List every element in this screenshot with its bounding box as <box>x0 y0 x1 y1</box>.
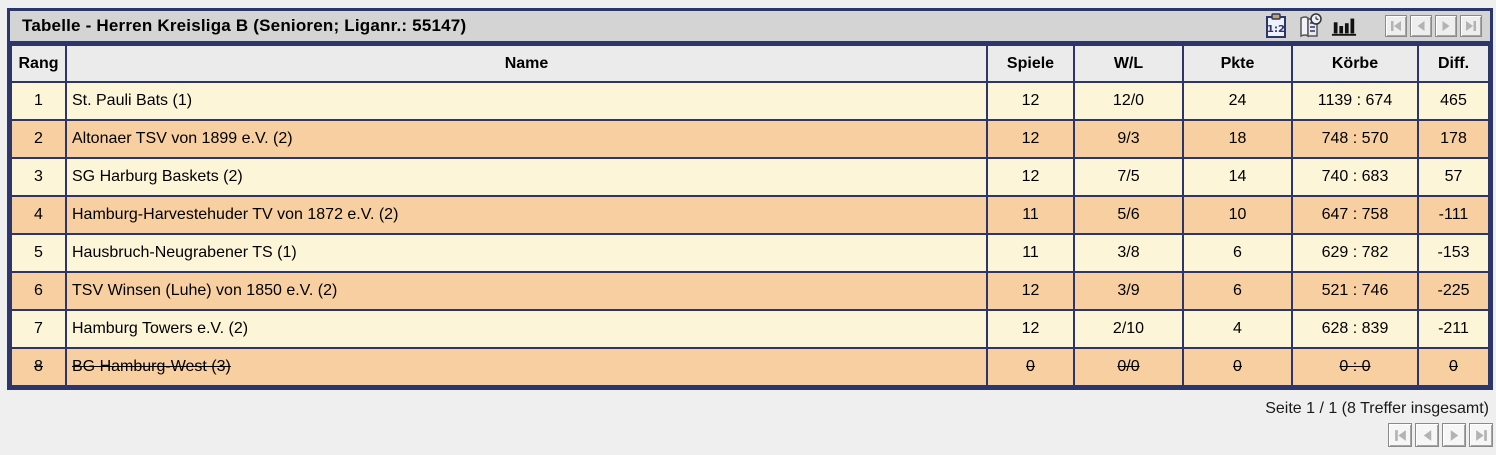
rank-cell: 1 <box>10 81 67 121</box>
last-page-button[interactable] <box>1469 423 1493 447</box>
points-cell: 0 <box>1182 347 1293 387</box>
games-cell: 12 <box>986 81 1075 121</box>
statistics-icon[interactable] <box>1331 13 1357 39</box>
diff-cell: -111 <box>1417 195 1490 235</box>
win-loss-cell: 7/5 <box>1073 157 1184 197</box>
team-name-cell[interactable]: Hamburg-Harvestehuder TV von 1872 e.V. (… <box>65 195 988 235</box>
diff-cell: 178 <box>1417 119 1490 159</box>
baskets-cell: 748 : 570 <box>1291 119 1419 159</box>
baskets-cell: 628 : 839 <box>1291 309 1419 349</box>
games-cell: 12 <box>986 309 1075 349</box>
footer: Seite 1 / 1 (8 Treffer insgesamt) <box>7 400 1493 447</box>
baskets-cell: 521 : 746 <box>1291 271 1419 311</box>
standings-table: Rang Name Spiele W/L Pkte Körbe Diff. 1 … <box>10 44 1490 387</box>
toolbar: 1:2 <box>1263 13 1357 39</box>
points-cell: 24 <box>1182 81 1293 121</box>
team-name-cell[interactable]: Hausbruch-Neugrabener TS (1) <box>65 233 988 273</box>
table-row: 2 Altonaer TSV von 1899 e.V. (2) 12 9/3 … <box>10 119 1490 159</box>
team-name-cell[interactable]: BG Hamburg-West (3) <box>65 347 988 387</box>
games-cell: 12 <box>986 157 1075 197</box>
baskets-cell: 647 : 758 <box>1291 195 1419 235</box>
games-cell: 12 <box>986 119 1075 159</box>
first-page-button[interactable] <box>1385 15 1407 37</box>
first-page-button[interactable] <box>1388 423 1412 447</box>
page-title: Tabelle - Herren Kreisliga B (Senioren; … <box>22 16 467 35</box>
prev-page-button[interactable] <box>1410 15 1432 37</box>
points-cell: 4 <box>1182 309 1293 349</box>
table-body: 1 St. Pauli Bats (1) 12 12/0 24 1139 : 6… <box>10 81 1490 387</box>
games-cell: 11 <box>986 195 1075 235</box>
rank-cell: 8 <box>10 347 67 387</box>
win-loss-cell: 5/6 <box>1073 195 1184 235</box>
bottom-pagination <box>1388 423 1493 447</box>
col-header-diff: Diff. <box>1417 44 1490 83</box>
games-cell: 12 <box>986 271 1075 311</box>
rank-cell: 7 <box>10 309 67 349</box>
rank-cell: 2 <box>10 119 67 159</box>
rank-cell: 4 <box>10 195 67 235</box>
diff-cell: -153 <box>1417 233 1490 273</box>
points-cell: 18 <box>1182 119 1293 159</box>
prev-page-button[interactable] <box>1415 423 1439 447</box>
points-cell: 6 <box>1182 271 1293 311</box>
next-page-button[interactable] <box>1442 423 1466 447</box>
team-name-cell[interactable]: Altonaer TSV von 1899 e.V. (2) <box>65 119 988 159</box>
diff-cell: 465 <box>1417 81 1490 121</box>
baskets-cell: 629 : 782 <box>1291 233 1419 273</box>
titlebar: Tabelle - Herren Kreisliga B (Senioren; … <box>10 11 1490 44</box>
win-loss-cell: 9/3 <box>1073 119 1184 159</box>
team-name-cell[interactable]: Hamburg Towers e.V. (2) <box>65 309 988 349</box>
col-header-spiele: Spiele <box>986 44 1075 83</box>
points-cell: 14 <box>1182 157 1293 197</box>
baskets-cell: 0 : 0 <box>1291 347 1419 387</box>
col-header-rang: Rang <box>10 44 67 83</box>
baskets-cell: 1139 : 674 <box>1291 81 1419 121</box>
col-header-koerbe: Körbe <box>1291 44 1419 83</box>
win-loss-cell: 12/0 <box>1073 81 1184 121</box>
rank-cell: 6 <box>10 271 67 311</box>
team-name-cell[interactable]: St. Pauli Bats (1) <box>65 81 988 121</box>
win-loss-cell: 3/9 <box>1073 271 1184 311</box>
rank-cell: 3 <box>10 157 67 197</box>
diff-cell: 0 <box>1417 347 1490 387</box>
baskets-cell: 740 : 683 <box>1291 157 1419 197</box>
table-row: 4 Hamburg-Harvestehuder TV von 1872 e.V.… <box>10 195 1490 235</box>
win-loss-cell: 2/10 <box>1073 309 1184 349</box>
table-row: 8 BG Hamburg-West (3) 0 0/0 0 0 : 0 0 <box>10 347 1490 387</box>
points-cell: 6 <box>1182 233 1293 273</box>
team-name-cell[interactable]: SG Harburg Baskets (2) <box>65 157 988 197</box>
table-row: 5 Hausbruch-Neugrabener TS (1) 11 3/8 6 … <box>10 233 1490 273</box>
results-icon[interactable]: 1:2 <box>1263 13 1289 39</box>
table-row: 3 SG Harburg Baskets (2) 12 7/5 14 740 :… <box>10 157 1490 197</box>
diff-cell: -211 <box>1417 309 1490 349</box>
schedule-icon[interactable] <box>1297 13 1323 39</box>
page-info: Seite 1 / 1 (8 Treffer insgesamt) <box>1265 400 1489 417</box>
team-name-cell[interactable]: TSV Winsen (Luhe) von 1850 e.V. (2) <box>65 271 988 311</box>
table-row: 7 Hamburg Towers e.V. (2) 12 2/10 4 628 … <box>10 309 1490 349</box>
last-page-button[interactable] <box>1460 15 1482 37</box>
table-row: 6 TSV Winsen (Luhe) von 1850 e.V. (2) 12… <box>10 271 1490 311</box>
col-header-name: Name <box>65 44 988 83</box>
win-loss-cell: 3/8 <box>1073 233 1184 273</box>
col-header-wl: W/L <box>1073 44 1184 83</box>
win-loss-cell: 0/0 <box>1073 347 1184 387</box>
diff-cell: -225 <box>1417 271 1490 311</box>
diff-cell: 57 <box>1417 157 1490 197</box>
top-pagination <box>1385 15 1482 37</box>
games-cell: 11 <box>986 233 1075 273</box>
table-row: 1 St. Pauli Bats (1) 12 12/0 24 1139 : 6… <box>10 81 1490 121</box>
col-header-pkte: Pkte <box>1182 44 1293 83</box>
next-page-button[interactable] <box>1435 15 1457 37</box>
points-cell: 10 <box>1182 195 1293 235</box>
rank-cell: 5 <box>10 233 67 273</box>
games-cell: 0 <box>986 347 1075 387</box>
svg-text:1:2: 1:2 <box>1267 24 1285 35</box>
header-row: Rang Name Spiele W/L Pkte Körbe Diff. <box>10 44 1490 83</box>
league-table-widget: Tabelle - Herren Kreisliga B (Senioren; … <box>7 8 1493 390</box>
